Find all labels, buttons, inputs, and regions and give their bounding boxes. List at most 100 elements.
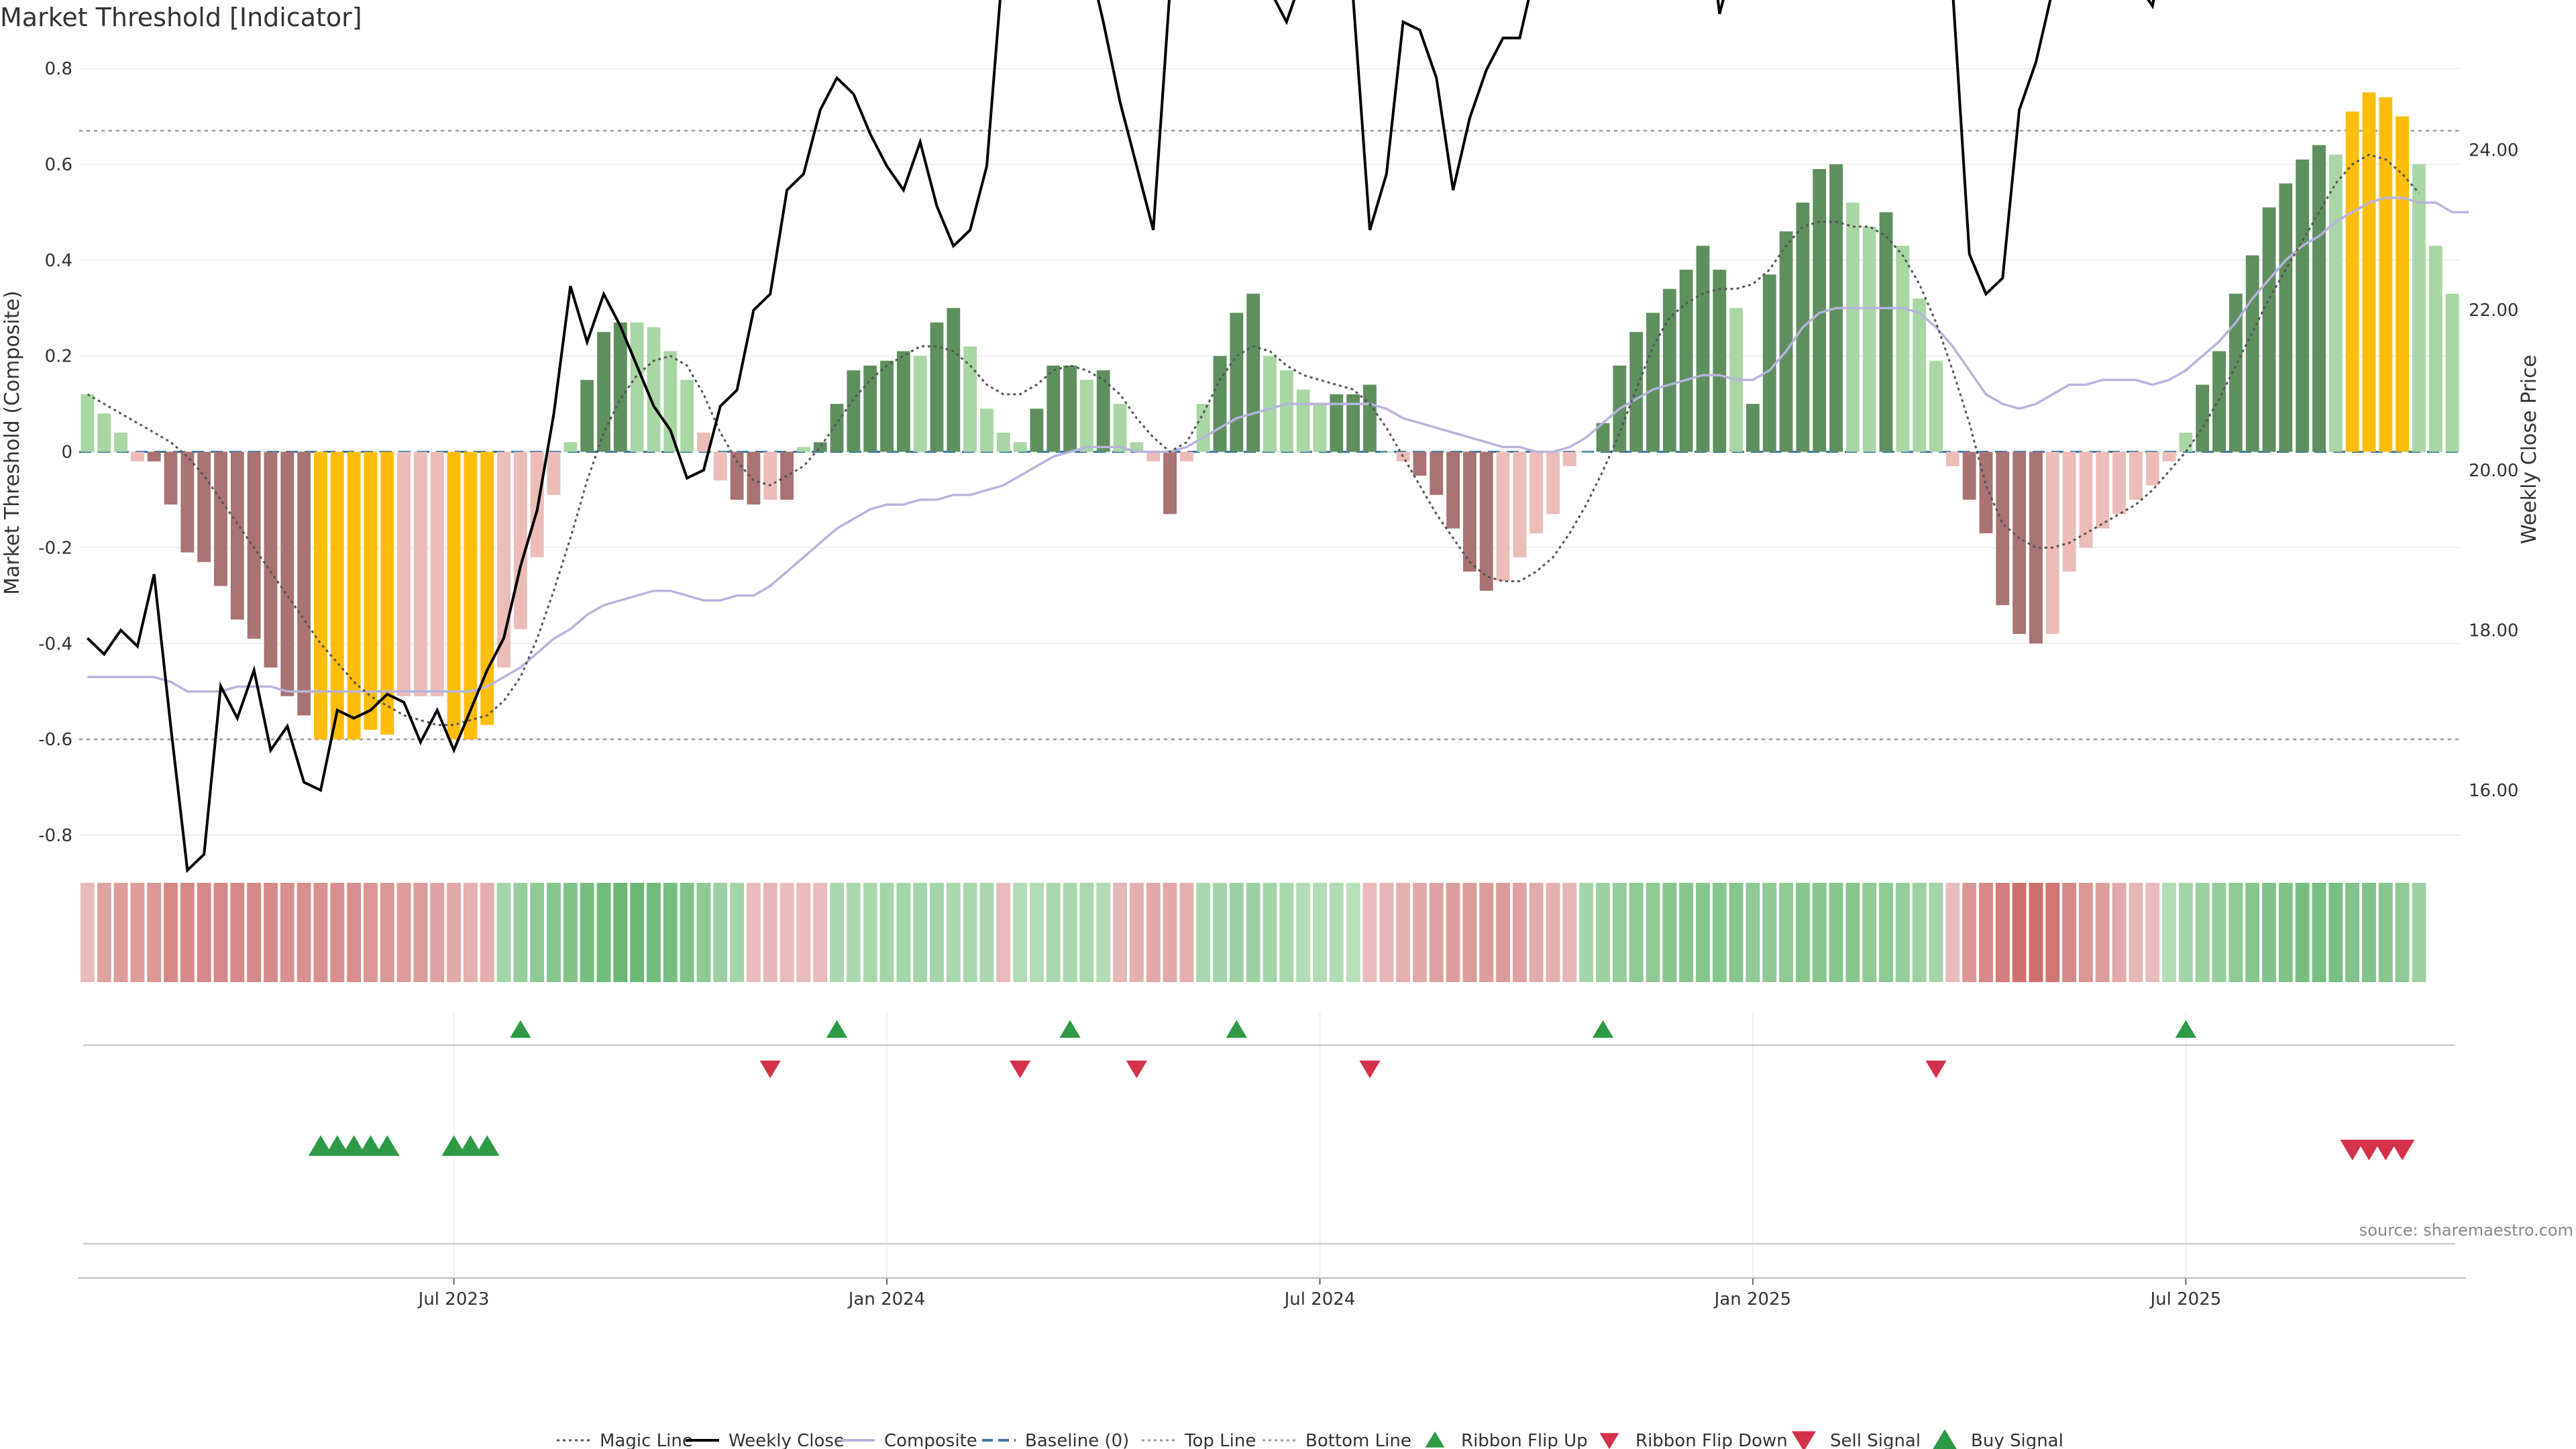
composite-bar: [2279, 183, 2293, 452]
legend: Magic Line Weekly Close Composite Baseline …: [557, 1429, 2063, 1449]
heatmap-cell: [1163, 883, 1177, 982]
composite-bar: [147, 451, 161, 462]
heatmap-cell: [1662, 883, 1677, 982]
heatmap-cell: [164, 883, 178, 982]
composite-bar: [2245, 255, 2259, 452]
heatmap-cell: [1279, 883, 1294, 982]
composite-bar: [1679, 270, 1693, 452]
composite-bar: [1030, 409, 1044, 452]
heatmap-cell: [2362, 883, 2376, 982]
heatmap-cell: [364, 883, 378, 982]
heatmap-cell: [1362, 883, 1377, 982]
heatmap-cell: [313, 883, 328, 982]
composite-bar: [963, 346, 977, 452]
composite-bar: [1263, 356, 1277, 452]
heatmap-cell: [1296, 883, 1311, 982]
composite-bar: [547, 451, 561, 495]
composite-bar: [2262, 207, 2276, 452]
heatmap-cell: [2012, 883, 2027, 982]
heatmap-cell: [896, 883, 911, 982]
x-tick-label: Jul 2023: [417, 1289, 490, 1309]
heatmap-cell: [463, 883, 478, 982]
x-tick-label: Jan 2024: [847, 1289, 926, 1309]
composite-bar: [1246, 293, 1260, 452]
buy-signal-marker: [458, 1135, 483, 1156]
ribbon-flip-down-marker: [1925, 1061, 1947, 1079]
x-tick-label: Jan 2025: [1713, 1289, 1792, 1309]
heatmap-cell: [2195, 883, 2210, 982]
composite-line: [87, 197, 2469, 693]
y-tick-label: -0.4: [38, 634, 72, 654]
composite-bar: [1179, 451, 1193, 462]
composite-bar: [2229, 293, 2243, 452]
legend-item: Sell Signal: [1792, 1431, 1921, 1449]
legend-label: Ribbon Flip Up: [1461, 1431, 1588, 1449]
composite-bar: [330, 451, 344, 740]
composite-bar: [1979, 451, 1993, 533]
heatmap-cell: [1579, 883, 1594, 982]
composite-bar: [1879, 212, 1893, 452]
heatmap-cell: [1596, 883, 1610, 982]
heatmap-cell: [547, 883, 561, 982]
composite-bar: [1945, 451, 1960, 466]
composite-bar: [1363, 384, 1377, 452]
heatmap-cell: [1096, 883, 1111, 982]
composite-bar: [513, 451, 527, 629]
composite-bar: [413, 451, 427, 696]
heatmap-cell: [2412, 883, 2426, 982]
composite-bar: [580, 380, 594, 452]
composite-bar: [2112, 451, 2127, 515]
ribbon-flip-down-marker: [1126, 1061, 1147, 1079]
heatmap-cell: [413, 883, 428, 982]
heatmap-cell: [1929, 883, 1943, 982]
composite-bar: [1479, 451, 1493, 591]
composite-bar: [947, 308, 961, 452]
heatmap-cell: [813, 883, 828, 982]
composite-bar: [1496, 451, 1510, 582]
heatmap-cell: [596, 883, 611, 982]
heatmap-cell: [2212, 883, 2226, 982]
composite-bar: [230, 451, 244, 620]
composite-bar: [613, 322, 627, 452]
x-tick-label: Jul 2025: [2149, 1289, 2221, 1309]
signal-panels: [83, 1020, 2455, 1245]
y2-tick-label: 26.00: [2469, 0, 2518, 1]
composite-bar: [347, 451, 361, 740]
composite-bar: [1629, 331, 1644, 452]
legend-label: Magic Line: [600, 1431, 693, 1449]
composite-bar: [1762, 274, 1776, 452]
composite-bar: [2312, 145, 2326, 452]
heatmap-cell: [1512, 883, 1527, 982]
heatmap-cell: [330, 883, 345, 982]
composite-bar: [1130, 442, 1144, 452]
composite-bar: [164, 451, 178, 505]
heatmap-cell: [2229, 883, 2243, 982]
composite-bar: [863, 365, 877, 452]
legend-label: Ribbon Flip Down: [1635, 1431, 1788, 1449]
heatmap-cell: [746, 883, 761, 982]
heatmap-cell: [1995, 883, 2010, 982]
composite-bar: [1046, 365, 1061, 452]
composite-bar: [1662, 288, 1676, 452]
composite-bar: [197, 451, 211, 562]
composite-bar: [880, 360, 894, 452]
heatmap-cell: [430, 883, 445, 982]
heatmap-cell: [730, 883, 745, 982]
heatmap-cell: [696, 883, 711, 982]
heatmap-cell: [2345, 883, 2360, 982]
y-tick-label: 0: [61, 443, 72, 463]
heatmap-cell: [230, 883, 245, 982]
y2-tick-label: 20.00: [2469, 461, 2518, 481]
composite-bar: [1079, 380, 1093, 452]
legend-label: Top Line: [1184, 1431, 1256, 1449]
heatmap-cell: [1612, 883, 1627, 982]
weekly-close-line: [87, 0, 2155, 873]
composite-bar: [1562, 451, 1576, 466]
heatmap-cell: [1779, 883, 1794, 982]
heatmap-cell: [630, 883, 645, 982]
y2-tick-label: 22.00: [2469, 301, 2518, 321]
heatmap-cell: [280, 883, 294, 982]
composite-bar: [747, 451, 761, 505]
composite-bar: [1146, 451, 1161, 462]
